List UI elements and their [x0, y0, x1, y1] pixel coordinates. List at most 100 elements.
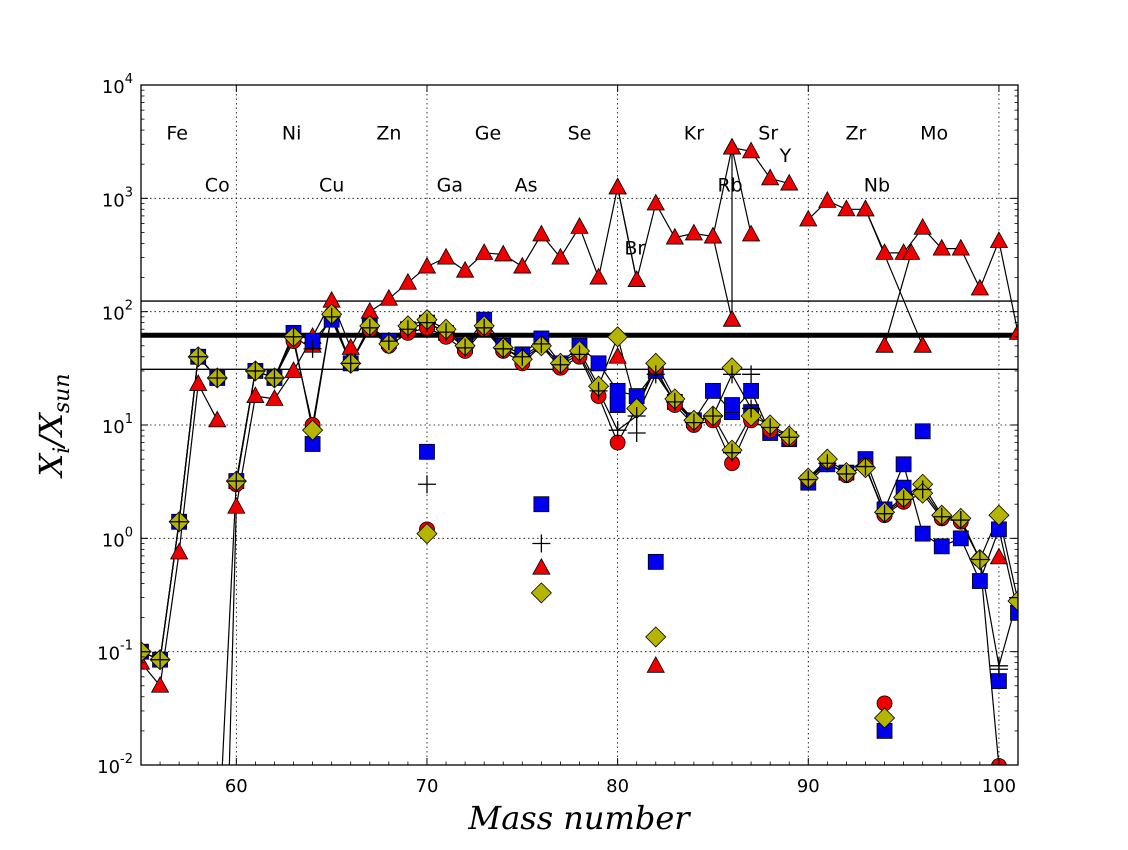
- square-marker: [609, 397, 626, 413]
- plus-marker: [913, 480, 932, 499]
- square-marker: [914, 423, 931, 440]
- triangle-marker: [551, 247, 570, 265]
- element-label: Mo: [920, 123, 948, 145]
- square-marker: [743, 382, 759, 399]
- y-tick-label: 100: [102, 525, 133, 551]
- diamond-marker: [988, 504, 1010, 526]
- series-line: [864, 209, 924, 347]
- triangle-marker: [227, 496, 246, 514]
- diamond-marker: [873, 707, 896, 729]
- square-marker: [933, 538, 950, 555]
- diamond-marker: [645, 626, 667, 648]
- y-axis-title: Xi/Xsun: [32, 373, 75, 479]
- x-tick-label: 90: [797, 776, 820, 797]
- square-marker: [705, 382, 721, 399]
- plus-marker: [723, 443, 742, 462]
- plus-marker: [589, 381, 608, 400]
- plus-marker: [417, 313, 436, 332]
- triangle-marker: [780, 173, 799, 191]
- triangle-marker: [150, 675, 170, 693]
- triangle-marker: [913, 217, 932, 235]
- plus-marker: [665, 392, 684, 411]
- triangle-marker: [379, 288, 399, 306]
- element-label: As: [515, 174, 538, 196]
- element-label: Co: [205, 174, 230, 196]
- triangle-marker: [570, 217, 589, 234]
- element-label: Y: [779, 145, 792, 167]
- plus-marker: [227, 472, 246, 491]
- triangle-marker: [608, 177, 627, 195]
- triangle-marker: [741, 141, 761, 159]
- triangle-marker: [417, 256, 437, 274]
- element-label: Zn: [376, 123, 401, 145]
- plus-marker: [837, 464, 856, 483]
- plus-marker: [513, 347, 532, 366]
- square-marker: [647, 553, 664, 570]
- element-label: Ga: [437, 174, 463, 196]
- element-label: Ge: [475, 123, 501, 145]
- plus-marker: [856, 457, 875, 476]
- plus-marker: [818, 454, 837, 473]
- triangle-marker: [532, 557, 551, 575]
- square-marker: [914, 525, 931, 542]
- plus-marker: [799, 470, 818, 489]
- element-label: Kr: [684, 123, 704, 145]
- triangle-marker: [494, 244, 513, 262]
- triangle-marker: [646, 193, 665, 211]
- element-label: Fe: [166, 123, 188, 145]
- square-marker: [609, 382, 626, 399]
- triangle-marker: [208, 410, 227, 428]
- element-label: Zr: [846, 123, 867, 145]
- plus-marker: [532, 534, 551, 553]
- y-tick-label: 10-1: [97, 639, 133, 665]
- element-label: Nb: [864, 174, 890, 196]
- square-marker: [895, 456, 912, 473]
- triangle-marker: [398, 272, 418, 290]
- plus-marker: [303, 339, 322, 358]
- triangle-marker: [932, 238, 951, 256]
- x-tick-label: 80: [606, 776, 629, 797]
- triangle-marker: [436, 247, 456, 265]
- triangle-marker: [722, 137, 742, 155]
- triangle-marker: [665, 227, 685, 245]
- plus-marker: [341, 354, 360, 373]
- plus-marker: [265, 368, 284, 387]
- plus-marker: [570, 345, 589, 364]
- plus-marker: [551, 355, 570, 374]
- square-marker: [533, 496, 550, 513]
- triangle-marker: [646, 655, 665, 673]
- element-label: Sr: [758, 123, 778, 145]
- triangle-marker: [989, 231, 1009, 248]
- plus-marker: [875, 504, 894, 523]
- triangle-marker: [246, 386, 265, 403]
- triangle-marker: [856, 199, 875, 217]
- plus-marker: [608, 421, 627, 440]
- x-axis-title: Mass number: [467, 799, 691, 837]
- triangle-marker: [875, 243, 894, 260]
- plus-marker: [684, 413, 703, 432]
- triangle-marker: [875, 335, 894, 353]
- y-tick-label: 104: [102, 72, 133, 98]
- series-line: [617, 147, 790, 281]
- plus-marker: [379, 332, 398, 351]
- triangle-marker: [265, 389, 284, 406]
- plus-marker: [246, 361, 265, 380]
- plus-marker: [703, 407, 722, 426]
- triangle-marker: [970, 278, 990, 296]
- plus-marker: [646, 365, 665, 384]
- y-tick-label: 101: [102, 412, 133, 438]
- plus-marker: [456, 338, 475, 357]
- plus-marker: [284, 327, 303, 346]
- plus-marker: [1009, 588, 1018, 607]
- plus-marker: [494, 339, 513, 358]
- plus-marker: [151, 650, 170, 669]
- triangle-marker: [799, 209, 818, 227]
- triangle-marker: [741, 224, 761, 242]
- triangle-marker: [189, 374, 208, 391]
- triangle-marker: [532, 224, 551, 242]
- plus-marker: [170, 512, 189, 531]
- triangle-marker: [455, 260, 475, 278]
- plus-marker: [761, 418, 780, 437]
- triangle-marker: [989, 547, 1009, 565]
- diamond-marker: [416, 523, 438, 545]
